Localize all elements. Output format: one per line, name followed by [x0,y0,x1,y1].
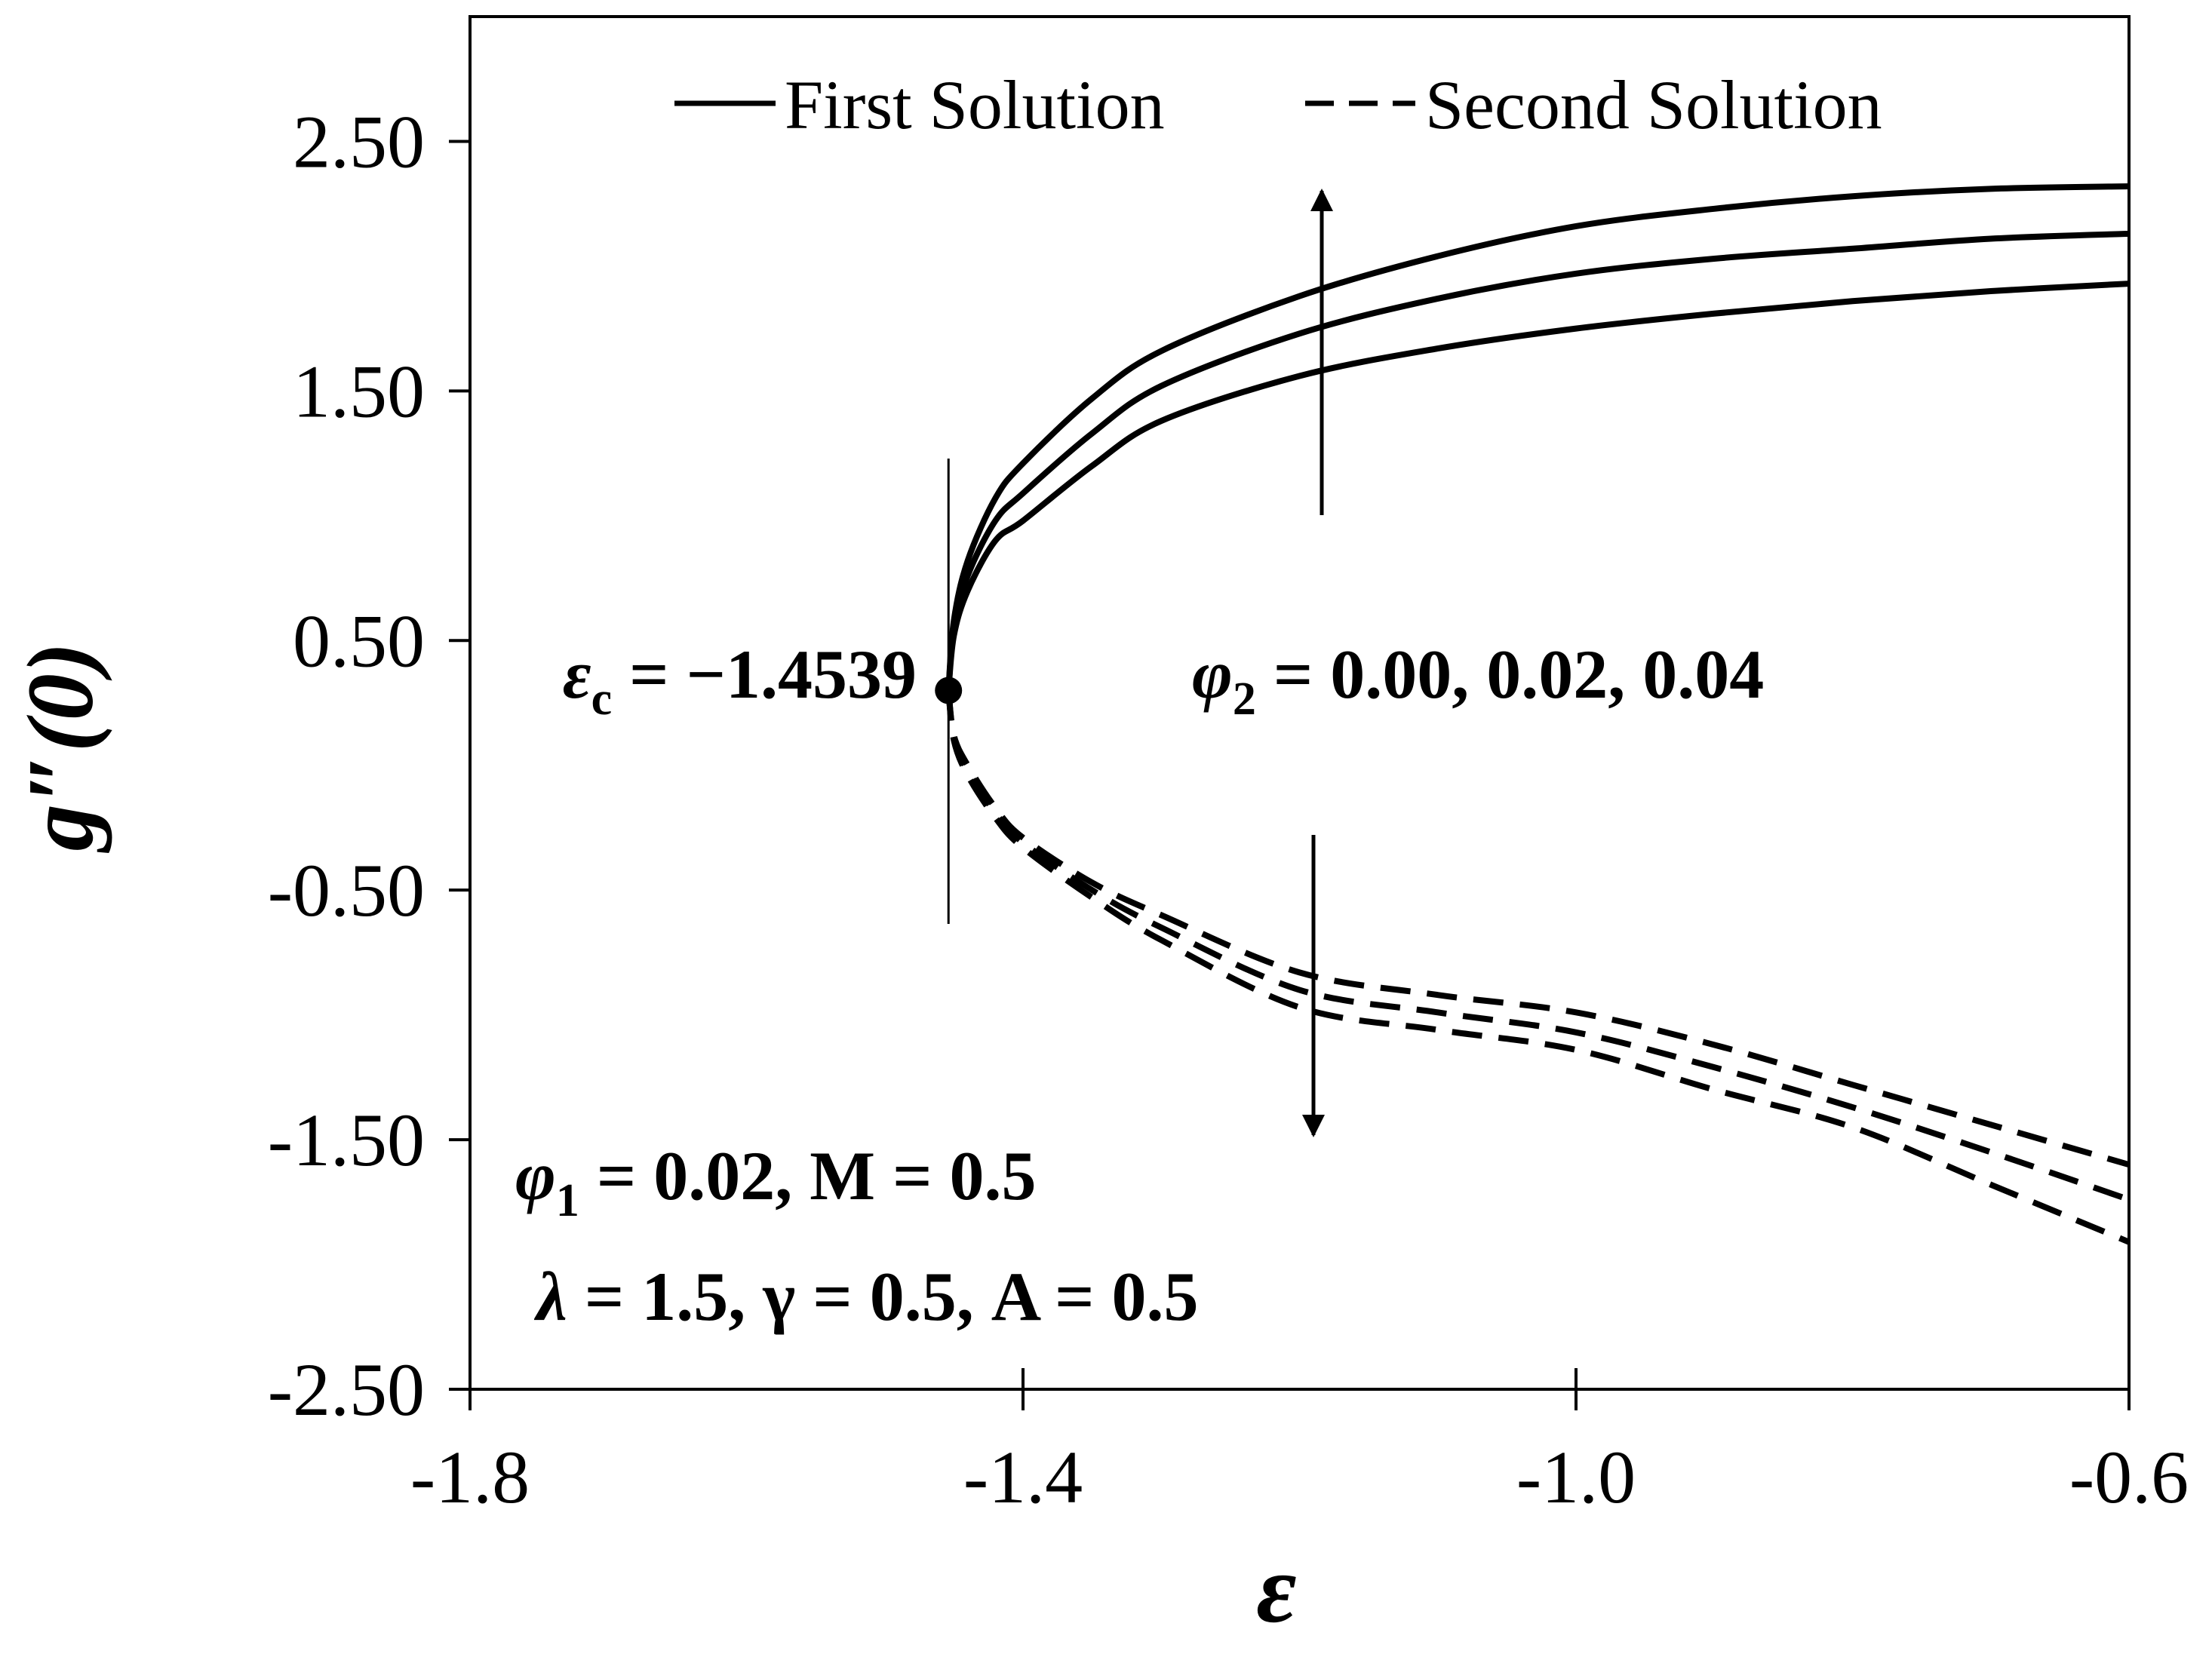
annotation-text: = 0.02, M = 0.5 [579,1137,1037,1214]
annotation-subscript: 1 [556,1175,579,1226]
annotation-text: = 1.5, γ = 0.5, A = 0.5 [567,1258,1199,1335]
critical-point [935,677,963,704]
first-solution-line [945,230,2130,691]
second-solution-line [945,690,2131,1245]
annotation: λ = 1.5, γ = 0.5, A = 0.5 [533,1258,1199,1335]
x-tick-label: -0.6 [2069,1435,2189,1519]
legend-label: First Solution [785,66,1165,143]
y-tick-label: 2.50 [293,100,425,183]
x-axis-label: ε [1256,1535,1296,1643]
y-tick-label: 0.50 [293,599,425,683]
annotation-subscript: c [591,674,613,725]
x-tick-label: -1.0 [1516,1435,1636,1519]
annotation: φ1 = 0.02, M = 0.5 [515,1137,1037,1226]
legend-label: Second Solution [1425,66,1882,143]
second-solution-line [945,690,2131,1203]
annotation-symbol: ε [563,636,591,713]
annotation-text: = 0.00, 0.02, 0.04 [1256,636,1764,713]
annotation: φ2 = 0.00, 0.02, 0.04 [1192,636,1764,725]
y-tick-label: -0.50 [268,848,425,932]
annotation-symbol: λ [533,1258,567,1335]
x-tick-label: -1.4 [963,1435,1083,1519]
y-tick-label: 1.50 [293,349,425,433]
annotation-subscript: 2 [1233,674,1256,725]
second-solution-line [945,689,2131,1168]
x-tick-label: -1.8 [410,1435,530,1519]
plot-frame [469,15,2131,1391]
y-tick-label: -2.50 [268,1348,425,1431]
y-axis-label: g″(0) [9,642,113,853]
annotation-symbol: φ [1192,636,1233,713]
y-tick-label: -1.50 [268,1098,425,1182]
annotation: εc = −1.4539 [563,636,917,725]
annotation-text: = −1.4539 [612,636,917,713]
first-solution-line [945,183,2130,691]
annotation-symbol: φ [515,1137,556,1214]
first-solution-line [945,281,2130,691]
